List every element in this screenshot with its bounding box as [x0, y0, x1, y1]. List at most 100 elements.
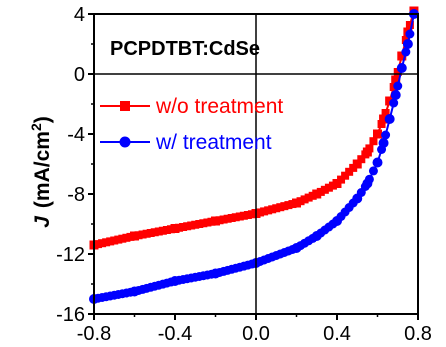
curve-marker-w-o-treatment	[94, 240, 103, 249]
curve-marker-w-o-treatment	[158, 226, 167, 235]
legend-label-w-o-treatment: w/o treatment	[155, 95, 283, 118]
curve-marker-w-o-treatment	[166, 225, 175, 234]
curve-marker-w-o-treatment	[300, 195, 309, 204]
curve-marker-w-o-treatment	[328, 181, 337, 190]
curve-marker-w-o-treatment	[272, 204, 281, 213]
x-tick-label: -0.4	[158, 323, 192, 345]
curve-marker-w-o-treatment	[183, 222, 192, 231]
y-axis-label-close: )	[31, 116, 54, 123]
curve-marker-w-o-treatment	[142, 229, 151, 238]
y-tick-label: 0	[74, 64, 85, 86]
legend-marker-w-o-treatment	[120, 101, 130, 111]
y-tick-label: -12	[56, 244, 85, 266]
curve-marker-w-o-treatment	[333, 179, 341, 188]
curve-marker-w-o-treatment	[102, 238, 111, 247]
curve-marker-w-o-treatment	[187, 221, 196, 230]
curve-marker-w-o-treatment	[284, 201, 293, 210]
curve-marker-w-o-treatment	[280, 202, 289, 211]
curve-marker-w-o-treatment	[276, 203, 285, 212]
curve-marker-w-o-treatment	[324, 183, 333, 192]
curve-marker-w-o-treatment	[256, 208, 265, 217]
curve-marker-w-o-treatment	[304, 193, 313, 202]
curve-marker-w-o-treatment	[195, 220, 204, 228]
y-tick-label: 4	[74, 4, 85, 26]
series-w-o-treatment	[89, 6, 419, 250]
curve-marker-w-o-treatment	[365, 144, 374, 153]
x-tick-label: 0.8	[404, 323, 432, 345]
curve-marker-w-o-treatment	[312, 190, 321, 198]
curve-marker-w-treatment	[385, 114, 395, 124]
x-tick-label: 0.4	[323, 323, 351, 345]
curve-marker-w-o-treatment	[207, 217, 216, 226]
curve-marker-w-o-treatment	[393, 68, 402, 76]
curve-marker-w-treatment	[368, 166, 378, 176]
curve-marker-w-o-treatment	[243, 211, 252, 219]
y-axis-label: J (mA/cm2)	[28, 116, 54, 228]
curve-marker-w-o-treatment	[171, 224, 179, 233]
curve-marker-w-o-treatment	[385, 97, 394, 105]
curve-marker-w-o-treatment	[405, 21, 414, 29]
y-axis-label-unit: (mA/cm	[31, 131, 54, 208]
curve-marker-w-o-treatment	[126, 232, 135, 241]
curve-marker-w-o-treatment	[373, 130, 382, 138]
curve-marker-w-treatment	[360, 182, 370, 191]
curve-marker-w-o-treatment	[122, 233, 131, 242]
curve-marker-w-o-treatment	[369, 137, 378, 146]
curve-marker-w-o-treatment	[162, 226, 171, 234]
curve-marker-w-treatment	[377, 145, 387, 154]
curve-marker-w-o-treatment	[239, 211, 248, 220]
curve-marker-w-o-treatment	[203, 218, 212, 227]
curve-marker-w-treatment	[381, 130, 391, 140]
curve-marker-w-o-treatment	[381, 109, 390, 117]
curve-marker-w-treatment	[393, 81, 403, 91]
curve-marker-w-o-treatment	[223, 214, 232, 223]
curve-marker-w-o-treatment	[211, 217, 220, 225]
curve-marker-w-o-treatment	[106, 237, 115, 246]
curve-marker-w-o-treatment	[288, 200, 297, 209]
curve-marker-w-treatment	[401, 47, 411, 57]
curve-marker-w-o-treatment	[247, 210, 256, 219]
curve-marker-w-o-treatment	[337, 175, 346, 184]
curve-marker-w-o-treatment	[227, 214, 236, 222]
curve-marker-w-o-treatment	[268, 205, 277, 214]
curve-marker-w-o-treatment	[235, 212, 244, 221]
curve-marker-w-treatment	[364, 174, 374, 184]
series-layer	[89, 6, 419, 304]
series-w-treatment	[89, 9, 419, 304]
curve-marker-w-o-treatment	[138, 230, 147, 239]
curve-marker-w-treatment	[373, 158, 382, 167]
curve-marker-w-o-treatment	[175, 223, 184, 232]
curve-marker-w-o-treatment	[231, 213, 240, 222]
curve-marker-w-o-treatment	[179, 223, 188, 231]
curve-marker-w-treatment	[405, 29, 415, 39]
curve-marker-w-o-treatment	[397, 52, 406, 60]
curve-marker-w-o-treatment	[215, 216, 224, 225]
curve-marker-w-o-treatment	[114, 235, 123, 244]
curve-marker-w-o-treatment	[219, 215, 228, 224]
y-tick-label: -16	[56, 304, 85, 326]
legend: w/o treatment w/ treatment	[100, 95, 283, 154]
curve-marker-w-o-treatment	[260, 207, 269, 216]
x-tick-label: 0.0	[242, 323, 270, 345]
curve-marker-w-o-treatment	[130, 232, 139, 240]
axes-layer: -0.8 -0.4 0.0 0.4 0.8 4 0 -4 -8 -12 -16	[56, 4, 432, 345]
curve-marker-w-o-treatment	[110, 236, 119, 245]
curve-marker-w-o-treatment	[316, 187, 325, 196]
curve-marker-w-o-treatment	[357, 155, 366, 164]
chart-title: PCPDTBT:CdSe	[110, 38, 260, 60]
curve-marker-w-o-treatment	[349, 163, 358, 172]
curve-marker-w-treatment	[389, 98, 399, 108]
curve-marker-w-o-treatment	[199, 219, 208, 228]
curve-marker-w-o-treatment	[98, 239, 107, 248]
curve-marker-w-o-treatment	[341, 171, 350, 180]
x-tick-label: -0.8	[77, 323, 111, 345]
curve-marker-w-o-treatment	[353, 160, 362, 168]
curve-marker-w-o-treatment	[191, 220, 200, 229]
curve-marker-w-o-treatment	[308, 191, 317, 200]
y-tick-label: -4	[67, 124, 85, 146]
curve-marker-w-o-treatment	[377, 120, 386, 128]
curve-marker-w-o-treatment	[154, 227, 163, 236]
y-axis-label-symbol: J	[31, 215, 54, 228]
curve-marker-w-o-treatment	[264, 206, 273, 215]
curve-marker-w-o-treatment	[134, 231, 143, 240]
